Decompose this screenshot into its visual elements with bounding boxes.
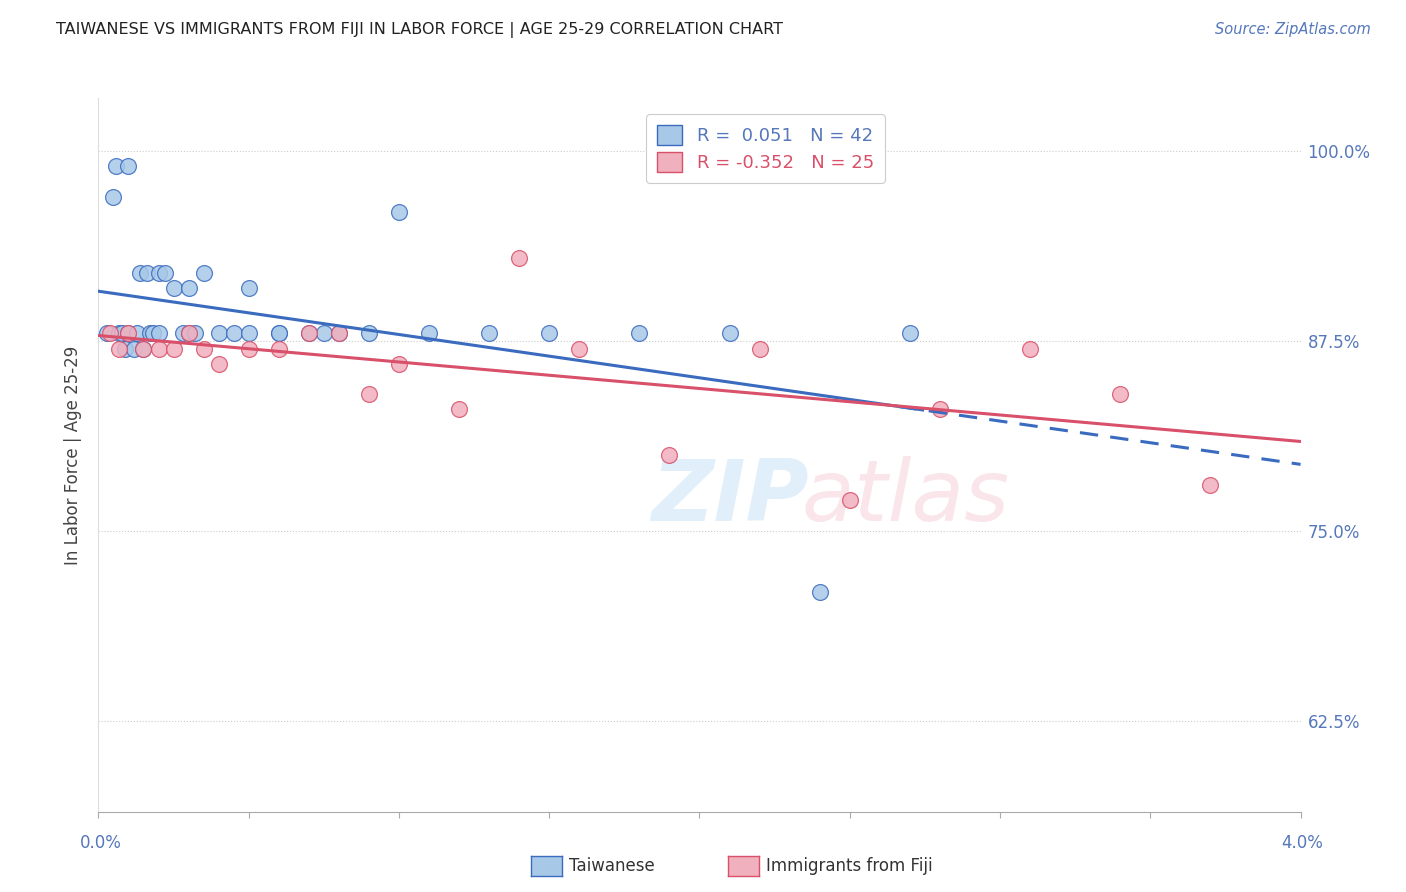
Point [328,326,350,341]
Point [478,326,501,341]
Point [267,326,290,341]
Point [148,266,170,280]
Point [117,326,139,341]
Point [928,402,950,417]
Point [1109,387,1132,401]
Point [267,342,290,356]
Point [357,387,380,401]
Point [328,326,350,341]
Point [127,326,149,341]
Point [135,266,157,280]
Point [177,326,200,341]
Point [172,326,194,341]
Legend: R =  0.051   N = 42, R = -0.352   N = 25: R = 0.051 N = 42, R = -0.352 N = 25 [647,114,884,183]
Point [1199,478,1222,492]
Text: Source: ZipAtlas.com: Source: ZipAtlas.com [1215,22,1371,37]
Point [193,342,215,356]
Point [129,266,152,280]
Point [208,326,231,341]
Point [177,281,200,295]
Point [193,266,215,280]
Point [298,326,321,341]
Text: ZIP: ZIP [651,456,808,540]
Point [162,281,184,295]
Point [153,266,176,280]
Point [103,190,125,204]
Point [312,326,335,341]
Point [105,160,128,174]
Point [96,326,118,341]
Text: 4.0%: 4.0% [1281,834,1323,852]
Point [267,326,290,341]
Point [898,326,921,341]
Point [162,342,184,356]
Text: 0.0%: 0.0% [80,834,122,852]
Point [148,342,170,356]
Point [117,160,139,174]
Point [838,493,860,508]
Point [177,326,200,341]
Point [238,326,260,341]
Point [298,326,321,341]
Point [108,342,131,356]
Point [447,402,470,417]
Point [183,326,205,341]
Point [124,342,146,356]
Point [141,326,163,341]
Point [658,448,681,462]
Point [568,342,591,356]
Point [718,326,741,341]
Text: Taiwanese: Taiwanese [569,857,655,875]
Point [117,326,139,341]
Point [208,357,231,371]
Point [138,326,160,341]
Text: TAIWANESE VS IMMIGRANTS FROM FIJI IN LABOR FORCE | AGE 25-29 CORRELATION CHART: TAIWANESE VS IMMIGRANTS FROM FIJI IN LAB… [56,22,783,38]
Point [222,326,245,341]
Point [508,251,530,265]
Y-axis label: In Labor Force | Age 25-29: In Labor Force | Age 25-29 [65,345,83,565]
Point [388,205,411,219]
Point [808,584,831,599]
Point [132,342,155,356]
Text: atlas: atlas [801,456,1010,540]
Point [148,326,170,341]
Point [1019,342,1042,356]
Point [388,357,411,371]
Point [114,342,136,356]
Point [357,326,380,341]
Point [108,326,131,341]
Point [748,342,770,356]
Point [132,342,155,356]
Point [100,326,122,341]
Point [238,281,260,295]
Point [111,326,134,341]
Point [238,342,260,356]
Point [418,326,440,341]
Point [538,326,561,341]
Point [628,326,651,341]
Text: Immigrants from Fiji: Immigrants from Fiji [766,857,934,875]
